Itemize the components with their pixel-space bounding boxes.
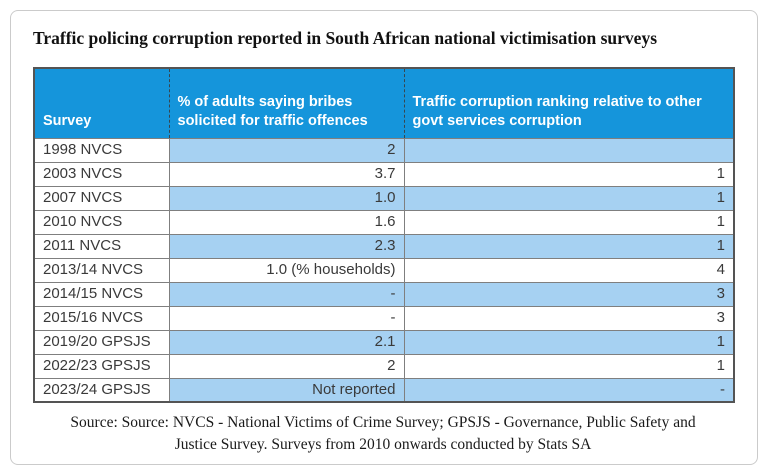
bribes-percent-cell: 1.6 bbox=[168, 209, 405, 235]
bribes-percent-cell: 1.0 bbox=[168, 185, 405, 211]
header-row: Survey % of adults saying bribes solicit… bbox=[34, 68, 734, 138]
source-note-line-1: Source: Source: NVCS - National Victims … bbox=[70, 414, 696, 431]
bribes-percent-cell: 2 bbox=[168, 137, 405, 163]
ranking-cell bbox=[403, 137, 735, 163]
bribes-percent-cell: 2 bbox=[168, 353, 405, 379]
data-table: Survey % of adults saying bribes solicit… bbox=[33, 67, 735, 403]
survey-cell: 2003 NVCS bbox=[33, 161, 170, 187]
survey-cell: 2023/24 GPSJS bbox=[33, 377, 170, 403]
ranking-cell: 1 bbox=[403, 353, 735, 379]
column-header-bribes-percent: % of adults saying bribes solicited for … bbox=[168, 68, 404, 138]
survey-cell: 1998 NVCS bbox=[33, 137, 170, 163]
survey-cell: 2007 NVCS bbox=[33, 185, 170, 211]
table-row: 2003 NVCS 3.7 1 bbox=[33, 161, 735, 187]
survey-cell: 2014/15 NVCS bbox=[33, 281, 170, 307]
table-row: 2010 NVCS 1.6 1 bbox=[33, 209, 735, 235]
table-row: 2023/24 GPSJS Not reported - bbox=[33, 377, 735, 403]
table-row: 2013/14 NVCS 1.0 (% households) 4 bbox=[33, 257, 735, 283]
survey-cell: 2010 NVCS bbox=[33, 209, 170, 235]
bribes-percent-cell: - bbox=[168, 281, 405, 307]
ranking-cell: 1 bbox=[403, 161, 735, 187]
survey-cell: 2013/14 NVCS bbox=[33, 257, 170, 283]
ranking-cell: 3 bbox=[403, 305, 735, 331]
bribes-percent-cell: Not reported bbox=[168, 377, 405, 403]
survey-cell: 2015/16 NVCS bbox=[33, 305, 170, 331]
table-row: 2007 NVCS 1.0 1 bbox=[33, 185, 735, 211]
column-header-survey: Survey bbox=[34, 68, 169, 138]
table-row: 1998 NVCS 2 bbox=[33, 137, 735, 163]
table-body: 1998 NVCS 2 2003 NVCS 3.7 1 2007 NVCS 1.0 1 2010… bbox=[33, 137, 735, 403]
bribes-percent-cell: 2.1 bbox=[168, 329, 405, 355]
ranking-cell: 1 bbox=[403, 185, 735, 211]
bribes-percent-cell: - bbox=[168, 305, 405, 331]
table-row: 2011 NVCS 2.3 1 bbox=[33, 233, 735, 259]
bribes-percent-cell: 2.3 bbox=[168, 233, 405, 259]
ranking-cell: 1 bbox=[403, 233, 735, 259]
column-header-corruption-ranking: Traffic corruption ranking relative to o… bbox=[403, 68, 734, 138]
survey-cell: 2022/23 GPSJS bbox=[33, 353, 170, 379]
survey-cell: 2019/20 GPSJS bbox=[33, 329, 170, 355]
ranking-cell: 4 bbox=[403, 257, 735, 283]
source-note-line-2: Justice Survey. Surveys from 2010 onward… bbox=[174, 436, 592, 453]
ranking-cell: 3 bbox=[403, 281, 735, 307]
bribes-percent-cell: 3.7 bbox=[168, 161, 405, 187]
ranking-cell: - bbox=[403, 377, 735, 403]
survey-cell: 2011 NVCS bbox=[33, 233, 170, 259]
table-row: 2022/23 GPSJS 2 1 bbox=[33, 353, 735, 379]
figure-card: Traffic policing corruption reported in … bbox=[10, 10, 758, 465]
source-note: Source: Source: NVCS - National Victims … bbox=[33, 412, 733, 456]
bribes-percent-cell: 1.0 (% households) bbox=[168, 257, 405, 283]
ranking-cell: 1 bbox=[403, 209, 735, 235]
table-row: 2019/20 GPSJS 2.1 1 bbox=[33, 329, 735, 355]
figure-title: Traffic policing corruption reported in … bbox=[33, 28, 658, 48]
ranking-cell: 1 bbox=[403, 329, 735, 355]
table-row: 2014/15 NVCS -3 bbox=[33, 281, 735, 307]
table-row: 2015/16 NVCS -3 bbox=[33, 305, 735, 331]
